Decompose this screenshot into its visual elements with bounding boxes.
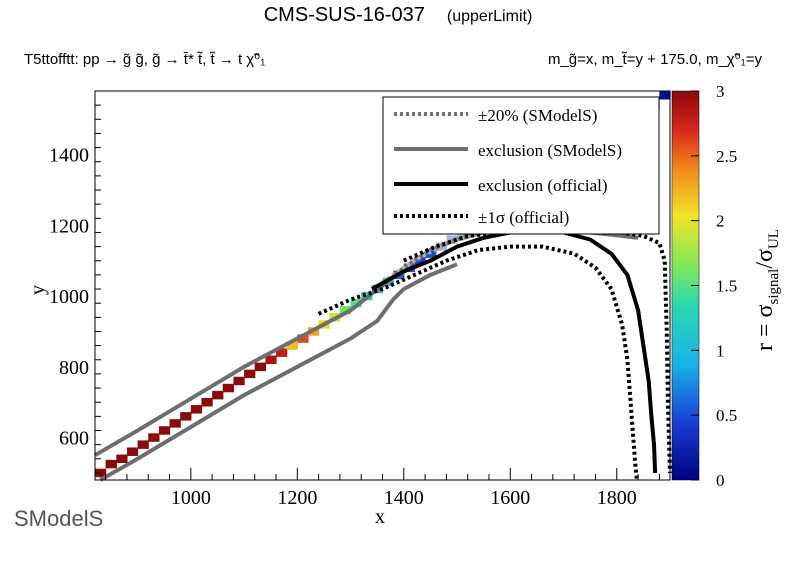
colorbar-tick-label: 0.5 <box>716 406 737 425</box>
x-tick-label: 1400 <box>384 487 424 509</box>
colorbar-ticks: 0 0.5 1 1.5 2 2.5 3 <box>691 82 737 490</box>
colorbar-tick-label: 2 <box>716 212 725 231</box>
heatmap-cell <box>190 405 203 414</box>
colorbar-tick-label: 3 <box>716 82 725 101</box>
legend-box <box>382 96 660 235</box>
chart-title: CMS-SUS-16-037 (upperLimit) <box>0 4 796 27</box>
legend: ±20% (SModelS) exclusion (SModelS) exclu… <box>382 96 660 235</box>
heatmap-cell <box>276 348 288 357</box>
heatmap-cell <box>180 412 192 421</box>
heatmap-cell <box>222 383 235 393</box>
y-axis-ticks: 600 800 1000 1200 1400 <box>49 90 101 474</box>
heatmap-cell <box>137 440 149 449</box>
heatmap-cell <box>233 376 245 386</box>
colorbar-tick-label: 1 <box>716 341 725 360</box>
y-tick-label: 1000 <box>49 286 89 308</box>
mass-relations: m_g̃=x, m_t̃=y + 175.0, m_χ̃⁰₁=y <box>547 51 762 68</box>
heatmap-cell <box>169 419 181 428</box>
legend-label-excl-smodels: exclusion (SModelS) <box>478 141 622 160</box>
heatmap-cell <box>201 397 213 407</box>
heatmap-cell <box>350 298 362 308</box>
y-tick-label: 1400 <box>49 145 89 167</box>
heatmap-cell <box>148 433 160 442</box>
title-subtitle: (upperLimit) <box>446 8 533 25</box>
plus-minus-1sigma-upper-curve <box>402 226 672 473</box>
x-tick-label: 1200 <box>277 487 317 509</box>
heatmap-cell <box>116 454 128 464</box>
heatmap-cell <box>659 91 671 100</box>
heatmap-cell <box>244 369 256 379</box>
legend-label-1sigma: ±1σ (official) <box>478 208 569 227</box>
heatmap-cell <box>105 459 117 469</box>
process-label: T5ttofftt: pp → g̃ g̃, g̃ → t̄* t̃, t̃ →… <box>24 51 266 68</box>
y-tick-label: 800 <box>59 357 89 379</box>
heatmap-cell <box>126 447 139 456</box>
x-axis-ticks: 1000 1200 1400 1600 1800 <box>105 468 660 509</box>
colorbar-tick-label: 2.5 <box>716 147 737 166</box>
x-tick-label: 1000 <box>171 487 211 509</box>
x-tick-label: 1800 <box>597 487 637 509</box>
plus-minus-1sigma-curve <box>317 244 639 481</box>
y-tick-label: 1200 <box>49 215 89 237</box>
heatmap-cell <box>414 256 426 265</box>
heatmap-cell <box>265 355 277 365</box>
y-tick-label: 600 <box>59 428 89 450</box>
colorbar-tick-label: 1.5 <box>716 277 737 296</box>
heatmap-cell <box>212 390 224 400</box>
heatmap-cell <box>339 306 352 315</box>
exclusion-official-curve <box>370 229 658 473</box>
smodels-logo: SModelS <box>14 506 104 531</box>
legend-label-20pct: ±20% (SModelS) <box>478 106 597 125</box>
x-axis-label: x <box>375 506 385 528</box>
legend-label-excl-official: exclusion (official) <box>478 176 608 195</box>
heatmap-cell <box>286 341 298 350</box>
colorbar-label: r = σsignal/σUL <box>752 229 782 351</box>
contour-curves <box>93 224 672 482</box>
exclusion-smodels-lower-curve <box>99 262 458 482</box>
title-text: CMS-SUS-16-037 <box>263 4 425 26</box>
heatmap-cell <box>158 426 171 435</box>
x-tick-label: 1600 <box>490 487 530 509</box>
colorbar-tick-label: 0 <box>716 471 725 490</box>
y-axis-label: y <box>27 285 49 295</box>
heatmap-cell <box>297 334 309 343</box>
heatmap-cell <box>254 362 266 372</box>
